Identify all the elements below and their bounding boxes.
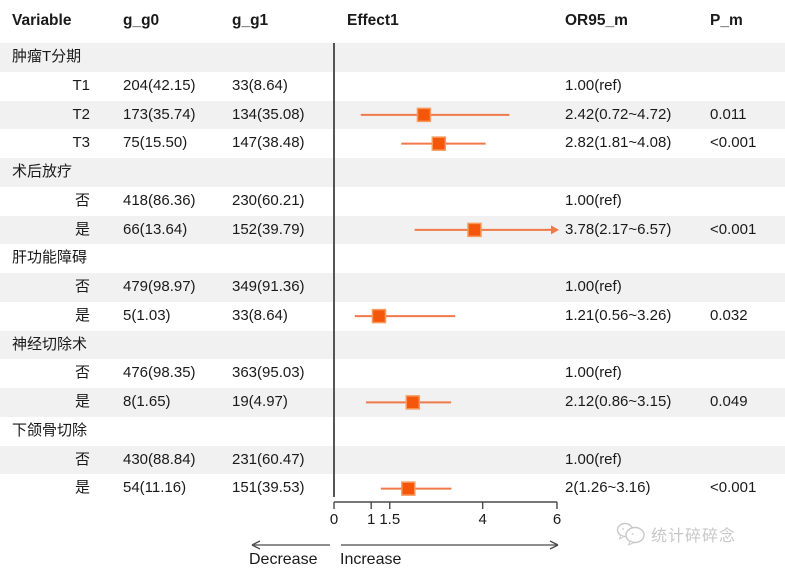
g-g0-value: 479(98.97) (123, 278, 196, 295)
or95-value: 1.00(ref) (565, 191, 622, 209)
g-g1-value: 349(91.36) (232, 278, 305, 295)
g-g0-value: 8(1.65) (123, 393, 171, 410)
g-g0-value: 5(1.03) (123, 306, 171, 324)
p-value: 0.049 (710, 393, 748, 410)
column-header-or95-m: OR95_m (565, 12, 628, 29)
table-row: T3 75(15.50) 147(38.48) 2.82(1.81~4.08) <0.0… (0, 129, 785, 158)
row-label: 是 (74, 306, 90, 324)
p-value: 0.011 (710, 105, 747, 123)
column-header-g-g0: g_g0 (123, 12, 160, 29)
table-row: 否 418(86.36) 230(60.21) 1.00(ref) (0, 187, 785, 216)
group-row: 术后放疗 (0, 158, 785, 187)
g-g1-value: 19(4.97) (232, 393, 288, 410)
or95-value: 2.12(0.86~3.15) (565, 393, 672, 410)
or95-value: 1.00(ref) (565, 278, 622, 295)
group-row: 下颌骨切除 (0, 417, 785, 446)
or95-value: 1.00(ref) (565, 76, 622, 94)
row-label: 否 (74, 278, 90, 295)
g-g0-value: 430(88.84) (123, 450, 196, 468)
group-label: 下颌骨切除 (12, 421, 88, 439)
watermark-text: 统计碎碎念 (651, 527, 737, 545)
svg-text:1.5: 1.5 (379, 511, 400, 528)
row-label: 是 (74, 220, 90, 238)
group-row: 神经切除术 (0, 330, 785, 360)
g-g1-value: 152(39.79) (232, 220, 305, 238)
g-g1-value: 33(8.64) (232, 306, 288, 324)
p-value: 0.032 (710, 306, 748, 324)
table-row: 否 430(88.84) 231(60.47) 1.00(ref) (0, 445, 785, 475)
g-g0-value: 75(15.50) (123, 134, 188, 152)
group-label: 神经切除术 (12, 335, 88, 353)
table-row: 是 66(13.64) 152(39.79) 3.78(2.17~6.57) <0.00… (0, 215, 785, 245)
p-value: <0.001 (710, 479, 757, 497)
row-label: T1 (72, 76, 90, 94)
increase-label: Increase (340, 551, 402, 568)
row-label: 否 (74, 364, 90, 382)
table-row: 是 5(1.03) 33(8.64) 1.21(0.56~3.26) 0.032 (0, 302, 785, 331)
group-label: 肝功能障碍 (12, 249, 88, 267)
row-label: T2 (72, 105, 90, 123)
g-g1-value: 147(38.48) (232, 134, 305, 152)
table-header: Variable g_g0 g_g1 Effect1 OR95_m P_m (0, 12, 785, 34)
column-header-variable: Variable (12, 12, 72, 29)
g-g1-value: 151(39.53) (232, 479, 305, 497)
row-label: 否 (74, 450, 90, 468)
table-row: 否 476(98.35) 363(95.03) 1.00(ref) (0, 359, 785, 388)
table-row: 是 54(11.16) 151(39.53) 2(1.26~3.16) <0.001 (0, 474, 785, 503)
g-g1-value: 33(8.64) (232, 76, 288, 94)
or95-value: 3.78(2.17~6.57) (565, 220, 672, 238)
or95-value: 2(1.26~3.16) (565, 479, 651, 497)
p-value: <0.001 (710, 220, 757, 238)
table-row: 是 8(1.65) 19(4.97) 2.12(0.86~3.15) 0.049 (0, 388, 785, 417)
g-g0-value: 66(13.64) (123, 220, 188, 238)
column-header-effect1: Effect1 (347, 12, 399, 29)
column-header-g-g1: g_g1 (232, 12, 269, 29)
or95-value: 1.21(0.56~3.26) (565, 306, 672, 324)
chat-bubbles-icon (616, 522, 645, 546)
g-g0-value: 476(98.35) (123, 364, 196, 382)
g-g0-value: 204(42.15) (123, 76, 196, 94)
group-row: 肿瘤T分期 (0, 43, 785, 72)
p-value: <0.001 (710, 134, 757, 152)
g-g1-value: 230(60.21) (232, 191, 305, 209)
svg-text:6: 6 (553, 511, 561, 528)
group-row: 肝功能障碍 (0, 244, 785, 273)
watermark: 统计碎碎念 (616, 521, 736, 546)
column-header-p-m: P_m (710, 12, 743, 29)
g-g0-value: 54(11.16) (123, 479, 187, 497)
decrease-label: Decrease (249, 551, 318, 568)
g-g1-value: 363(95.03) (232, 364, 305, 382)
group-label: 肿瘤T分期 (12, 48, 82, 65)
row-label: 否 (74, 191, 90, 209)
or95-value: 2.82(1.81~4.08) (565, 134, 672, 152)
row-label: 是 (74, 393, 90, 410)
table-row: T2 173(35.74) 134(35.08) 2.42(0.72~4.72) 0.0… (0, 100, 785, 130)
g-g0-value: 418(86.36) (123, 191, 196, 209)
g-g0-value: 173(35.74) (123, 105, 196, 123)
table-row: T1 204(42.15) 33(8.64) 1.00(ref) (0, 72, 785, 101)
or95-value: 1.00(ref) (565, 450, 622, 468)
svg-text:1: 1 (367, 511, 375, 528)
row-label: 是 (74, 479, 90, 497)
g-g1-value: 134(35.08) (232, 105, 305, 123)
or95-value: 1.00(ref) (565, 364, 622, 382)
svg-text:4: 4 (478, 511, 486, 528)
table-row: 否 479(98.97) 349(91.36) 1.00(ref) (0, 273, 785, 302)
group-label: 术后放疗 (12, 163, 73, 180)
or95-value: 2.42(0.72~4.72) (565, 105, 672, 123)
row-label: T3 (72, 134, 90, 152)
svg-text:0: 0 (330, 511, 338, 528)
g-g1-value: 231(60.47) (232, 450, 305, 468)
